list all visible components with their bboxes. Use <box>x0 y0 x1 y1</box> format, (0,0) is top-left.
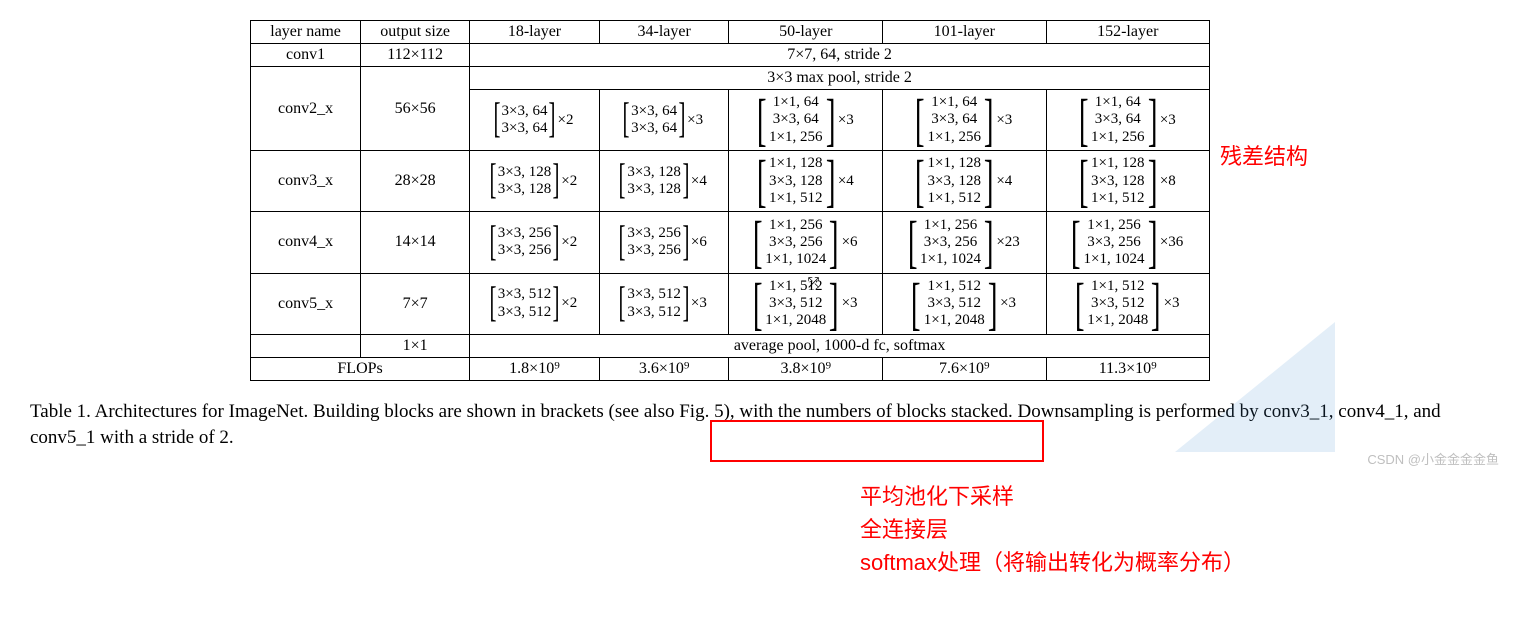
flops-101: 7.6×10⁹ <box>883 357 1046 380</box>
conv2-name: conv2_x <box>251 67 361 151</box>
conv2-152: [1×1, 643×3, 641×1, 256]×3 <box>1046 90 1210 151</box>
conv1-row: conv1 112×112 7×7, 64, stride 2 <box>251 44 1210 67</box>
maxpool-spec: 3×3 max pool, stride 2 <box>470 67 1210 90</box>
conv4-size: 14×14 <box>361 212 470 273</box>
annotation-fc: 全连接层 <box>860 513 1245 546</box>
annotation-residual: 残差结构 <box>1220 140 1308 173</box>
avgpool-row: 1×1 average pool, 1000-d fc, softmax <box>251 334 1210 357</box>
conv5-size: 7×7 <box>361 273 470 334</box>
conv3-size: 28×28 <box>361 151 470 212</box>
conv4-101: [1×1, 2563×3, 2561×1, 1024]×23 <box>883 212 1046 273</box>
table-container: layer name output size 18-layer 34-layer… <box>250 20 1210 381</box>
conv5-50: [1×1, 5123×3, 5121×1, 2048]×3 <box>729 273 883 334</box>
avgpool-blank <box>251 334 361 357</box>
conv5-18: [3×3, 5123×3, 512]×2 <box>470 273 600 334</box>
conv5-152: [1×1, 5123×3, 5121×1, 2048]×3 <box>1046 273 1210 334</box>
col-101-layer: 101-layer <box>883 21 1046 44</box>
conv2-101: [1×1, 643×3, 641×1, 256]×3 <box>883 90 1046 151</box>
conv5-101: [1×1, 5123×3, 5121×1, 2048]×3 <box>883 273 1046 334</box>
conv3-18: [3×3, 1283×3, 128]×2 <box>470 151 600 212</box>
conv5-34: [3×3, 5123×3, 512]×3 <box>599 273 729 334</box>
cursor-icon: ⤱ <box>808 276 819 292</box>
conv4-50: [1×1, 2563×3, 2561×1, 1024]×6 <box>729 212 883 273</box>
conv2-size: 56×56 <box>361 67 470 151</box>
flops-34: 3.6×10⁹ <box>599 357 729 380</box>
conv3-101: [1×1, 1283×3, 1281×1, 512]×4 <box>883 151 1046 212</box>
avgpool-spec: average pool, 1000-d fc, softmax <box>470 334 1210 357</box>
conv4-row: conv4_x 14×14 [3×3, 2563×3, 256]×2 [3×3,… <box>251 212 1210 273</box>
avgpool-size: 1×1 <box>361 334 470 357</box>
conv4-34: [3×3, 2563×3, 256]×6 <box>599 212 729 273</box>
conv3-50: [1×1, 1283×3, 1281×1, 512]×4 <box>729 151 883 212</box>
flops-18: 1.8×10⁹ <box>470 357 600 380</box>
col-152-layer: 152-layer <box>1046 21 1210 44</box>
col-18-layer: 18-layer <box>470 21 600 44</box>
annotation-softmax: softmax处理（将输出转化为概率分布） <box>860 546 1245 579</box>
conv5-row: conv5_x 7×7 [3×3, 5123×3, 512]×2 [3×3, 5… <box>251 273 1210 334</box>
conv3-name: conv3_x <box>251 151 361 212</box>
conv1-spec: 7×7, 64, stride 2 <box>470 44 1210 67</box>
table-header-row: layer name output size 18-layer 34-layer… <box>251 21 1210 44</box>
conv4-18: [3×3, 2563×3, 256]×2 <box>470 212 600 273</box>
conv4-152: [1×1, 2563×3, 2561×1, 1024]×36 <box>1046 212 1210 273</box>
conv5-name: conv5_x <box>251 273 361 334</box>
flops-row: FLOPs 1.8×10⁹ 3.6×10⁹ 3.8×10⁹ 7.6×10⁹ 11… <box>251 357 1210 380</box>
watermark: CSDN @小金金金金鱼 <box>1367 449 1499 468</box>
conv1-name: conv1 <box>251 44 361 67</box>
conv2-50: [1×1, 643×3, 641×1, 256]×3 <box>729 90 883 151</box>
col-layer-name: layer name <box>251 21 361 44</box>
conv2-pool-row: conv2_x 56×56 3×3 max pool, stride 2 <box>251 67 1210 90</box>
conv2-18: [3×3, 643×3, 64]×2 <box>470 90 600 151</box>
col-output-size: output size <box>361 21 470 44</box>
annotation-bottom: 平均池化下采样 全连接层 softmax处理（将输出转化为概率分布） <box>860 480 1245 579</box>
flops-50: 3.8×10⁹ <box>729 357 883 380</box>
conv1-size: 112×112 <box>361 44 470 67</box>
flops-label: FLOPs <box>251 357 470 380</box>
annotation-avgpool: 平均池化下采样 <box>860 480 1245 513</box>
architecture-table: layer name output size 18-layer 34-layer… <box>250 20 1210 381</box>
conv2-34: [3×3, 643×3, 64]×3 <box>599 90 729 151</box>
flops-152: 11.3×10⁹ <box>1046 357 1210 380</box>
conv4-name: conv4_x <box>251 212 361 273</box>
conv3-34: [3×3, 1283×3, 128]×4 <box>599 151 729 212</box>
conv3-152: [1×1, 1283×3, 1281×1, 512]×8 <box>1046 151 1210 212</box>
col-34-layer: 34-layer <box>599 21 729 44</box>
conv3-row: conv3_x 28×28 [3×3, 1283×3, 128]×2 [3×3,… <box>251 151 1210 212</box>
col-50-layer: 50-layer <box>729 21 883 44</box>
